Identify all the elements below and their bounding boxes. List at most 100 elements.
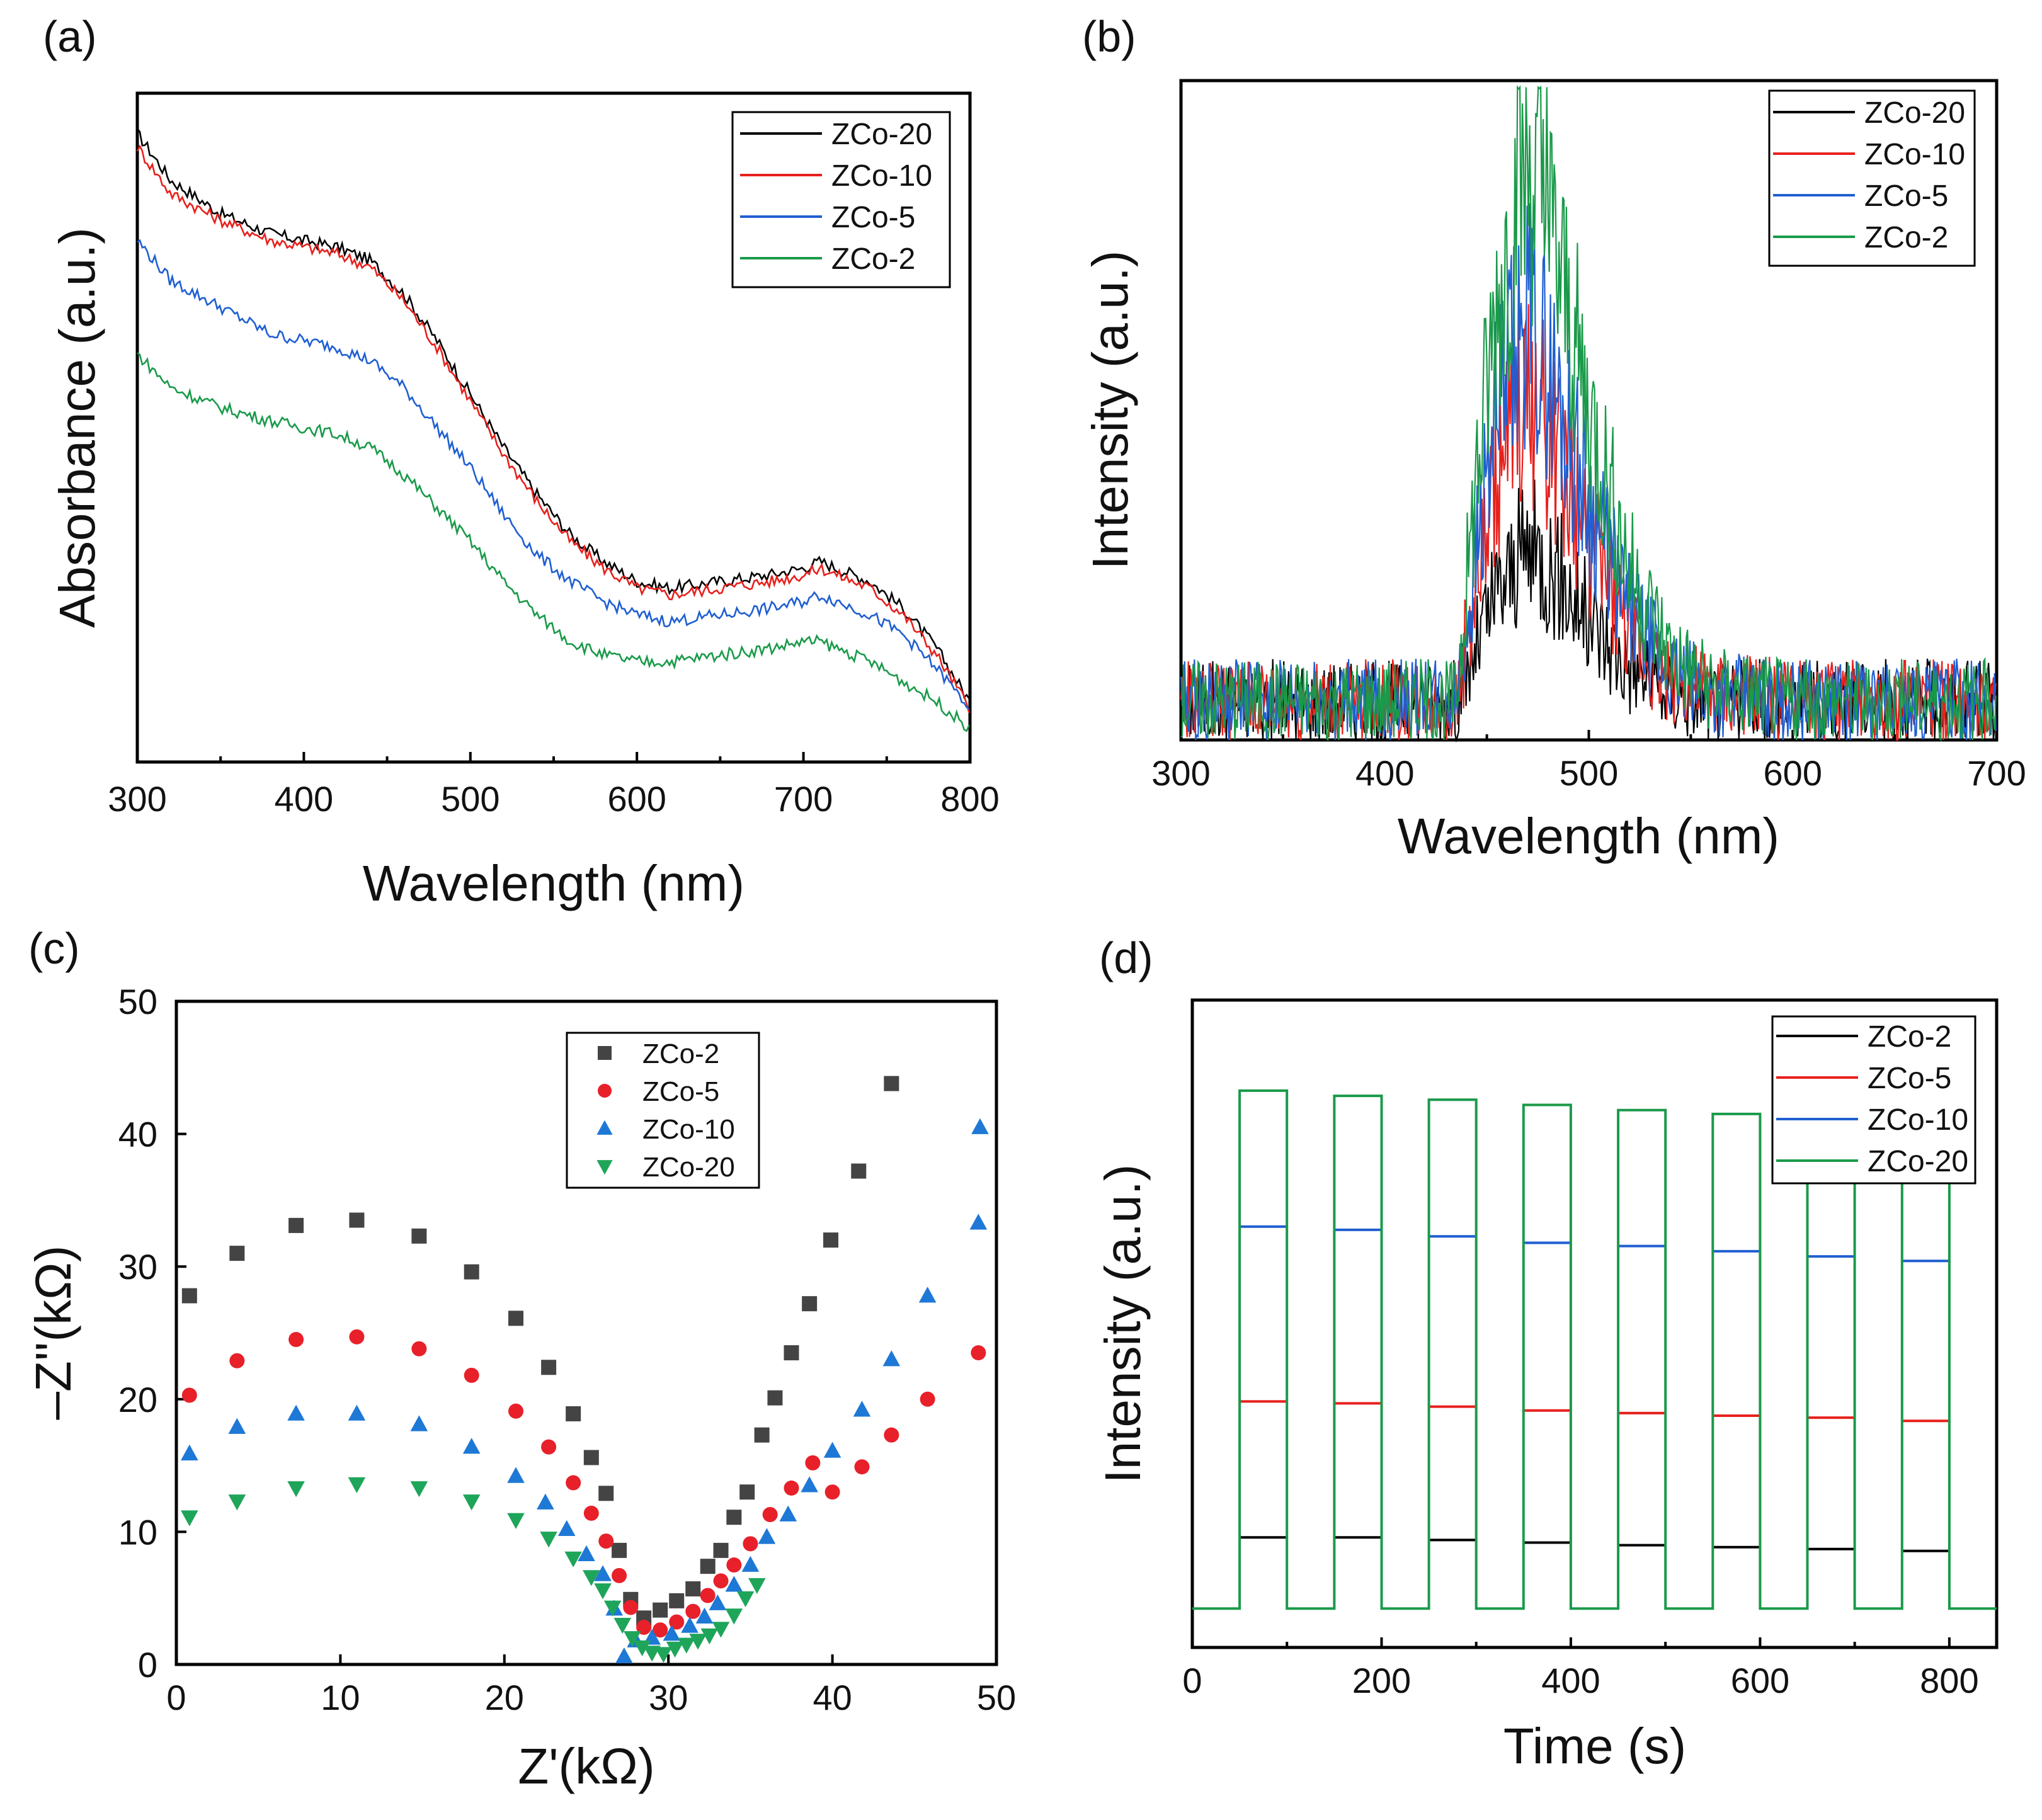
panel-a-line-zco-10 xyxy=(136,144,970,714)
panel-c-point-zco-5 xyxy=(700,1588,716,1603)
panel-a-x-axis-title: Wavelength (nm) xyxy=(363,855,744,911)
panel-b-series xyxy=(1180,85,1997,743)
panel-c-point-zco-5 xyxy=(920,1391,935,1407)
panel-d-line-zco-20 xyxy=(1192,1089,1997,1610)
panel-c-legend-label: ZCo-5 xyxy=(642,1076,719,1107)
panel-a-legend-label: ZCo-5 xyxy=(831,201,915,234)
panel-c-point-zco-5 xyxy=(636,1620,652,1635)
panel-c-legend-label: ZCo-2 xyxy=(642,1038,719,1069)
panel-d-y-axis-title: Intensity (a.u.) xyxy=(1095,1164,1151,1484)
panel-a-legend: ZCo-20 ZCo-10 ZCo-5 ZCo-2 xyxy=(731,111,951,288)
panel-c-point-zco-5 xyxy=(508,1403,524,1419)
panel-c-point-zco-2 xyxy=(288,1217,304,1233)
panel-c-point-zco-20 xyxy=(603,1600,622,1617)
panel-a-x-tick-label: 500 xyxy=(441,779,499,819)
panel-c-point-zco-10 xyxy=(578,1545,595,1562)
panel-c-point-zco-10 xyxy=(507,1467,525,1483)
panel-a-x-tick-label: 400 xyxy=(275,779,333,819)
panel-c-point-zco-20 xyxy=(228,1494,246,1511)
panel-c-point-zco-20 xyxy=(287,1481,305,1498)
panel-c-point-zco-5 xyxy=(805,1455,821,1470)
panel-b-x-tick-label: 600 xyxy=(1764,753,1822,793)
panel-c-point-zco-5 xyxy=(623,1600,639,1615)
panel-c-point-zco-2 xyxy=(541,1360,557,1375)
panel-d-x-tick-label: 600 xyxy=(1731,1661,1789,1700)
panel-b-label: (b) xyxy=(1082,12,1136,61)
panel-c-point-zco-5 xyxy=(726,1557,742,1573)
panel-c-y-tick-label: 50 xyxy=(118,982,157,1021)
panel-c-x-tick-label: 20 xyxy=(485,1678,524,1717)
panel-c-point-zco-10 xyxy=(853,1401,871,1417)
panel-c-point-zco-10 xyxy=(557,1520,576,1536)
panel-c-point-zco-20 xyxy=(540,1532,557,1548)
panel-a-legend-label: ZCo-20 xyxy=(831,118,932,151)
panel-c-frame xyxy=(174,999,998,1666)
panel-c-legend-marker xyxy=(596,1160,613,1175)
panel-c-point-zco-20 xyxy=(624,1631,641,1647)
panel-c-point-zco-5 xyxy=(762,1507,778,1523)
panel-c-point-zco-5 xyxy=(181,1387,197,1403)
panel-b-x-tick-label: 500 xyxy=(1560,753,1618,793)
panel-c-point-zco-10 xyxy=(918,1287,937,1303)
panel-c-point-zco-5 xyxy=(713,1573,729,1589)
panel-c-point-zco-20 xyxy=(725,1608,743,1625)
panel-c-point-zco-2 xyxy=(802,1296,818,1312)
panel-c-point-zco-2 xyxy=(739,1484,755,1500)
panel-d-line-zco-5 xyxy=(1240,1400,1949,1423)
panel-d-legend-label: ZCo-20 xyxy=(1868,1145,1968,1178)
panel-c-point-zco-2 xyxy=(612,1542,627,1558)
panel-a-x-tick-label: 700 xyxy=(774,779,833,819)
panel-b-legend-label: ZCo-2 xyxy=(1864,221,1948,254)
panel-c-point-zco-10 xyxy=(410,1415,428,1431)
panel-b-legend: ZCo-20 ZCo-10 ZCo-5 ZCo-2 xyxy=(1768,89,1976,267)
panel-d-x-tick-label: 0 xyxy=(1182,1661,1202,1700)
panel-c-point-zco-5 xyxy=(541,1439,557,1455)
panel-a-label: (a) xyxy=(43,12,97,61)
panel-b-x-axis-title: Wavelength (nm) xyxy=(1398,808,1779,864)
panel-c-point-zco-20 xyxy=(507,1513,525,1529)
panel-c-y-tick-label: 10 xyxy=(118,1512,157,1552)
panel-c-ticks: 0 10 20 30 40 50 0 10 20 30 40 50 xyxy=(118,982,1016,1717)
panel-b-x-tick-label: 400 xyxy=(1355,753,1414,793)
panel-c-point-zco-10 xyxy=(971,1118,989,1134)
panel-c-point-zco-2 xyxy=(685,1581,701,1596)
panel-c-point-zco-2 xyxy=(181,1288,197,1304)
panel-c-point-zco-20 xyxy=(689,1634,707,1650)
panel-c-point-zco-2 xyxy=(566,1406,581,1421)
panel-c-point-zco-10 xyxy=(663,1625,681,1641)
panel-c-point-zco-2 xyxy=(598,1486,614,1501)
panel-c-point-zco-5 xyxy=(464,1367,479,1383)
panel-d-line-zco-2 xyxy=(1240,1536,1949,1552)
panel-c-point-zco-5 xyxy=(349,1329,365,1345)
panel-c-point-zco-20 xyxy=(712,1622,730,1638)
panel-c-point-zco-10 xyxy=(594,1565,612,1581)
panel-c-point-zco-2 xyxy=(669,1593,685,1608)
panel-d-legend-label: ZCo-2 xyxy=(1868,1020,1951,1054)
panel-c-point-zco-10 xyxy=(348,1404,366,1421)
panel-c-point-zco-20 xyxy=(348,1477,366,1493)
panel-a-x-tick-label: 600 xyxy=(607,779,666,819)
panel-c-point-zco-5 xyxy=(685,1603,701,1619)
panel-c-point-zco-20 xyxy=(613,1618,632,1634)
panel-a-legend-label: ZCo-2 xyxy=(831,242,915,276)
panel-a-x-ticks: 300 400 500 600 700 800 xyxy=(108,752,1000,819)
panel-c-point-zco-10 xyxy=(615,1647,633,1664)
panel-c-point-zco-10 xyxy=(758,1528,776,1544)
panel-c-point-zco-10 xyxy=(741,1556,760,1572)
panel-c-x-tick-label: 10 xyxy=(321,1678,360,1717)
panel-c-point-zco-10 xyxy=(725,1576,743,1592)
panel-c-point-zco-2 xyxy=(411,1228,427,1244)
panel-c-point-zco-20 xyxy=(700,1628,719,1645)
panel-c-point-zco-2 xyxy=(700,1559,716,1574)
panel-d-x-tick-label: 200 xyxy=(1352,1661,1411,1700)
panel-c-point-zco-5 xyxy=(971,1345,986,1361)
panel-c-point-zco-5 xyxy=(229,1353,245,1368)
panel-c-point-zco-5 xyxy=(824,1484,840,1500)
panel-c-point-zco-2 xyxy=(884,1076,899,1091)
panel-b-legend-label: ZCo-10 xyxy=(1864,138,1965,171)
panel-c-point-zco-2 xyxy=(713,1542,729,1558)
panel-c-point-zco-20 xyxy=(594,1583,612,1600)
panel-c-point-zco-2 xyxy=(508,1311,524,1326)
panel-c-point-zco-5 xyxy=(598,1533,614,1549)
